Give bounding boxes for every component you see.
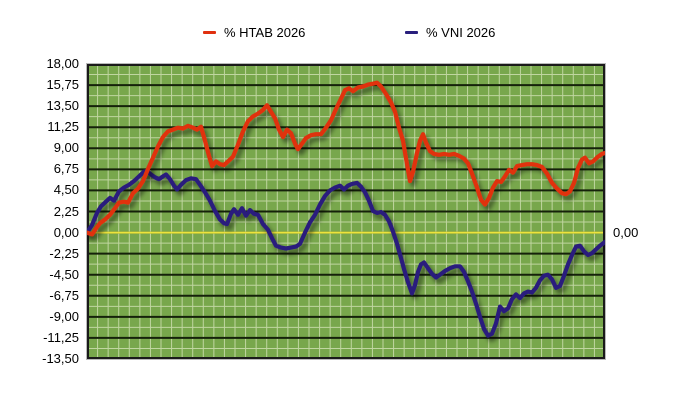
y-axis-tick-label: 4,50 <box>53 182 79 198</box>
htab-series-label: % HTAB 2026 <box>224 25 306 40</box>
chart-canvas <box>87 64 605 359</box>
y-axis-tick-label: 2,25 <box>53 203 79 219</box>
y-axis-tick-label: 6,75 <box>53 161 79 177</box>
y-axis-tick-labels: 18,00 15,75 13,50 11,25 9,00 6,75 4,50 2,25 0,00… <box>0 56 79 366</box>
htab-series-line-marker-icon <box>203 31 216 34</box>
y-axis-tick-label: 9,00 <box>53 140 79 156</box>
plot-area <box>86 63 606 360</box>
y-axis-tick-label: -2,25 <box>49 245 79 261</box>
y-axis-tick-label: -13,50 <box>42 351 79 366</box>
legend-item-htab-2026: % HTAB 2026 <box>203 26 305 39</box>
y-axis-tick-label: 18,00 <box>46 56 79 71</box>
y-axis-tick-label: 13,50 <box>46 98 79 114</box>
vni-series-line-marker-icon <box>405 31 418 34</box>
vni-series-label: % VNI 2026 <box>426 25 496 40</box>
y-axis-tick-label: -11,25 <box>43 329 79 345</box>
y-axis-tick-label: -6,75 <box>49 287 79 303</box>
y-axis-tick-label: 15,75 <box>46 77 79 93</box>
legend-item-vni-2026: % VNI 2026 <box>405 26 495 39</box>
y-axis-tick-label: -9,00 <box>49 308 79 324</box>
y-axis-tick-label: 0,00 <box>53 224 79 240</box>
zero-line-right-label: 0,00 <box>613 225 639 240</box>
y-axis-tick-label: 11,25 <box>47 119 79 135</box>
y-axis-tick-label: -4,50 <box>49 266 79 282</box>
